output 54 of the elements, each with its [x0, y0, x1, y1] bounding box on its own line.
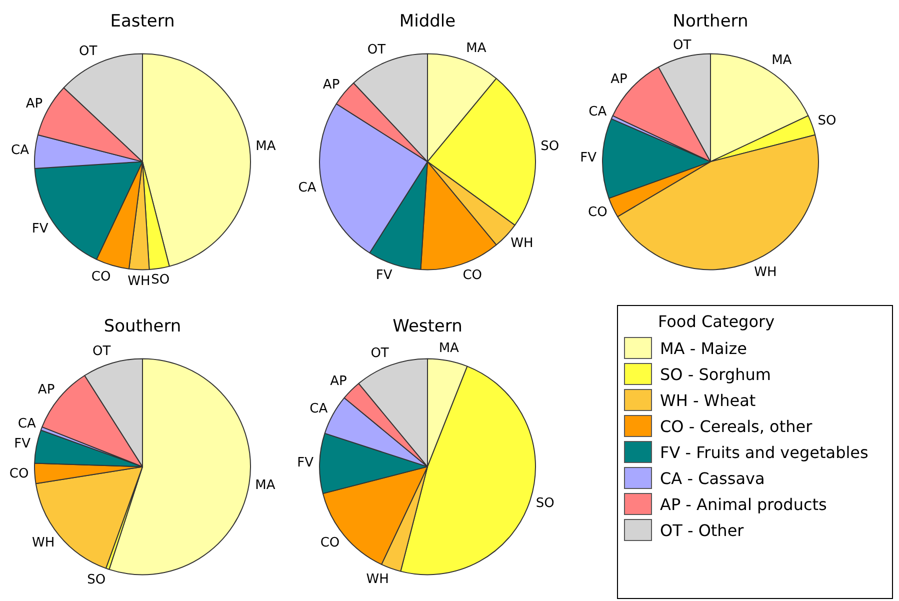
- slice-label: MA: [466, 41, 486, 56]
- slice-label: MA: [772, 52, 792, 68]
- slice-label: CA: [11, 142, 30, 158]
- slice-label: FV: [297, 455, 314, 470]
- slice-label: MA: [256, 139, 276, 154]
- category-label: WH - Wheat: [660, 390, 756, 410]
- slice-label: WH: [510, 236, 534, 252]
- category-label: AP - Animal products: [660, 494, 827, 514]
- slice-label: CO: [462, 268, 482, 284]
- slice-label: FV: [32, 222, 48, 237]
- slice-label: MA: [255, 478, 276, 493]
- category-label: FV - Fruits and vegetables: [660, 442, 868, 462]
- slice-label: OT: [92, 344, 111, 359]
- category-label: SO - Sorghum: [660, 364, 771, 384]
- slice-label: WH: [754, 264, 777, 280]
- slice-label: AP: [26, 96, 43, 112]
- category-label: CO - Cereals, other: [660, 416, 812, 436]
- slice-label: CO: [588, 205, 608, 220]
- slice-label: OT: [370, 346, 389, 362]
- slice-label: WH: [366, 572, 389, 587]
- slice-label: SO: [151, 272, 170, 288]
- slice-label: SO: [818, 113, 836, 128]
- slice-label: CA: [310, 401, 328, 416]
- legend-title: Food Category: [658, 312, 776, 331]
- slice-label: WH: [32, 536, 55, 551]
- category-label: MA - Maize: [660, 338, 747, 358]
- chart-title: Eastern: [110, 12, 175, 32]
- slice-label: SO: [536, 496, 554, 512]
- slice-label: SO: [87, 572, 106, 588]
- slice-label: WH: [128, 274, 150, 290]
- slice-label: OT: [79, 44, 98, 59]
- chart-title: Southern: [104, 316, 182, 337]
- slice-label: CA: [588, 104, 607, 120]
- slice-label: FV: [580, 150, 597, 166]
- slice-label: CO: [91, 269, 111, 284]
- slice-label: CO: [9, 466, 29, 482]
- chart-title: Middle: [399, 12, 456, 32]
- slice-label: SO: [540, 139, 560, 154]
- chart-title: Western: [392, 316, 462, 337]
- category-label: CA - Cassava: [660, 468, 765, 488]
- slice-label: MA: [438, 341, 460, 356]
- slice-label: FV: [376, 268, 392, 284]
- slice-label: OT: [673, 38, 692, 53]
- category-label: OT - Other: [660, 520, 744, 540]
- slice-label: AP: [610, 72, 628, 87]
- slice-label: AP: [330, 374, 348, 390]
- slice-label: AP: [38, 382, 55, 398]
- slice-label: CO: [320, 536, 340, 551]
- slice-label: OT: [367, 42, 386, 58]
- slice-label: CA: [18, 416, 36, 432]
- slice-label: AP: [322, 78, 340, 93]
- slice-label: CA: [298, 180, 316, 196]
- chart-title: Northern: [672, 12, 748, 32]
- slice-label: FV: [14, 436, 31, 452]
